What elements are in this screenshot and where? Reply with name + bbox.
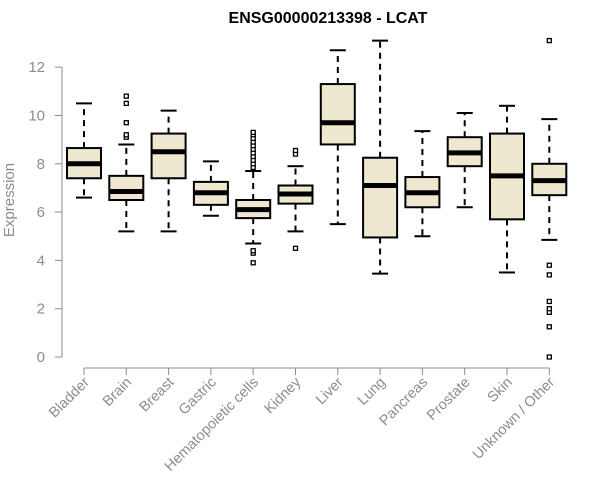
- x-tick-label: Lung: [355, 375, 389, 409]
- outlier-point: [546, 298, 552, 305]
- y-tick-label: 6: [37, 204, 45, 221]
- outlier-point: [546, 262, 552, 268]
- outlier-point: [546, 324, 552, 330]
- outlier-point: [123, 93, 129, 99]
- x-tick-label: Skin: [485, 375, 516, 406]
- outlier-point: [250, 248, 256, 254]
- y-tick-label: 0: [37, 349, 45, 366]
- box-iqr: [362, 156, 399, 239]
- box-iqr: [319, 83, 356, 146]
- box-iqr: [150, 132, 187, 180]
- x-tick-label: Breast: [136, 375, 177, 416]
- outlier-point: [123, 132, 129, 138]
- x-tick-label: Brain: [100, 375, 135, 410]
- y-tick-label: 4: [37, 252, 45, 269]
- outlier-point: [292, 147, 299, 154]
- y-tick-label: 12: [28, 59, 45, 76]
- x-tick-label: Prostate: [424, 375, 473, 424]
- outlier-point: [123, 100, 129, 107]
- y-tick-label: 8: [37, 156, 45, 173]
- x-tick-label: Liver: [313, 374, 347, 408]
- outlier-point: [250, 129, 256, 136]
- x-tick-label: Kidney: [262, 374, 305, 417]
- x-tick-label: Bladder: [46, 374, 93, 421]
- y-axis-label: Expression: [1, 163, 18, 237]
- y-tick-label: 10: [28, 107, 45, 124]
- y-tick-label: 2: [37, 301, 45, 318]
- outlier-point: [546, 354, 552, 360]
- chart-title: ENSG00000213398 - LCAT: [229, 10, 428, 27]
- outlier-point: [250, 260, 256, 266]
- outlier-point: [546, 272, 552, 278]
- outlier-point: [546, 306, 552, 312]
- box-iqr: [108, 174, 145, 202]
- outlier-point: [123, 120, 129, 126]
- outlier-point: [546, 37, 552, 44]
- outlier-point: [292, 245, 299, 251]
- x-tick-label: Unknown / Other: [470, 374, 558, 462]
